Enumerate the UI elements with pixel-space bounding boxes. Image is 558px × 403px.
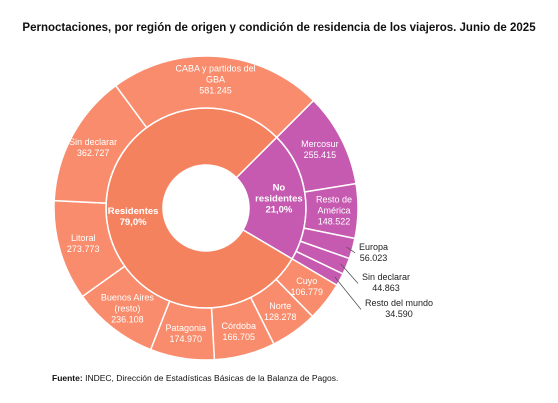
segment-name: Córdoba <box>221 320 257 331</box>
segment-name: Resto de América <box>315 194 352 216</box>
segment-label: Sin declarar 44.863 <box>362 272 410 294</box>
segment-label: CABA y partidos del GBA 581.245 <box>171 64 261 97</box>
segment-value: 362.727 <box>76 147 110 158</box>
segment-label: Norte 128.278 <box>250 301 310 323</box>
segment-name: Mercosur <box>301 138 339 149</box>
segment-label: Cuyo 106.779 <box>277 276 337 298</box>
source: Fuente: INDEC, Dirección de Estadísticas… <box>52 373 338 383</box>
segment-name: Buenos Aires (resto) <box>100 292 154 314</box>
segment-value: 174.970 <box>169 334 203 345</box>
segment-value: 106.779 <box>290 286 324 297</box>
segment-name: Sin declarar <box>69 136 118 147</box>
segment-value: 44.863 <box>372 283 400 294</box>
segment-name: CABA y partidos del GBA <box>175 63 256 85</box>
inner-label: No residentes 21,0% <box>251 182 307 215</box>
group-name: No residentes <box>255 182 303 205</box>
segment-name: Cuyo <box>296 275 318 286</box>
segment-name: Resto del mundo <box>365 298 434 309</box>
inner-label: Residentes 79,0% <box>105 206 161 228</box>
segment-label: Europa 56.023 <box>359 242 388 264</box>
segment-name: Norte <box>269 301 292 312</box>
segment-value: 34.590 <box>385 309 413 320</box>
segment-label: Mercosur 255.415 <box>290 139 350 161</box>
segment-label: Buenos Aires (resto) 236.108 <box>97 293 157 326</box>
segment-value: 273.773 <box>66 244 100 255</box>
group-value: 79,0% <box>119 217 147 229</box>
segment-value: 255.415 <box>303 149 337 160</box>
segment-name: Litoral <box>70 233 96 244</box>
group-value: 21,0% <box>265 204 293 216</box>
segment-value: 166.705 <box>222 331 256 342</box>
segment-label: Litoral 273.773 <box>53 233 113 255</box>
segment-label: Resto del mundo 34.590 <box>365 298 433 320</box>
group-name: Residentes <box>107 206 159 218</box>
segment-label: Sin declarar 362.727 <box>48 137 138 159</box>
outer-segment <box>114 55 315 139</box>
chart-title: Pernoctaciones, por región de origen y c… <box>22 22 536 34</box>
segment-name: Europa <box>359 241 389 252</box>
leader-line <box>340 263 359 284</box>
segment-value: 56.023 <box>359 252 388 263</box>
hole <box>163 165 249 251</box>
segment-name: Sin declarar <box>362 272 411 283</box>
source-text: INDEC, Dirección de Estadísticas Básicas… <box>85 373 339 383</box>
segment-value: 236.108 <box>111 314 144 325</box>
segment-value: 128.278 <box>264 312 297 323</box>
segment-name: Patagonia <box>165 323 207 334</box>
leader-line <box>334 276 362 310</box>
segment-label: Resto de América 148.522 <box>304 194 364 227</box>
segment-value: 581.245 <box>199 85 232 96</box>
segment-label: Córdoba 166.705 <box>209 321 269 343</box>
segment-value: 148.522 <box>317 216 351 227</box>
leader-line <box>346 246 356 254</box>
source-label: Fuente: <box>52 373 83 383</box>
segment-label: Patagonia 174.970 <box>156 323 216 345</box>
